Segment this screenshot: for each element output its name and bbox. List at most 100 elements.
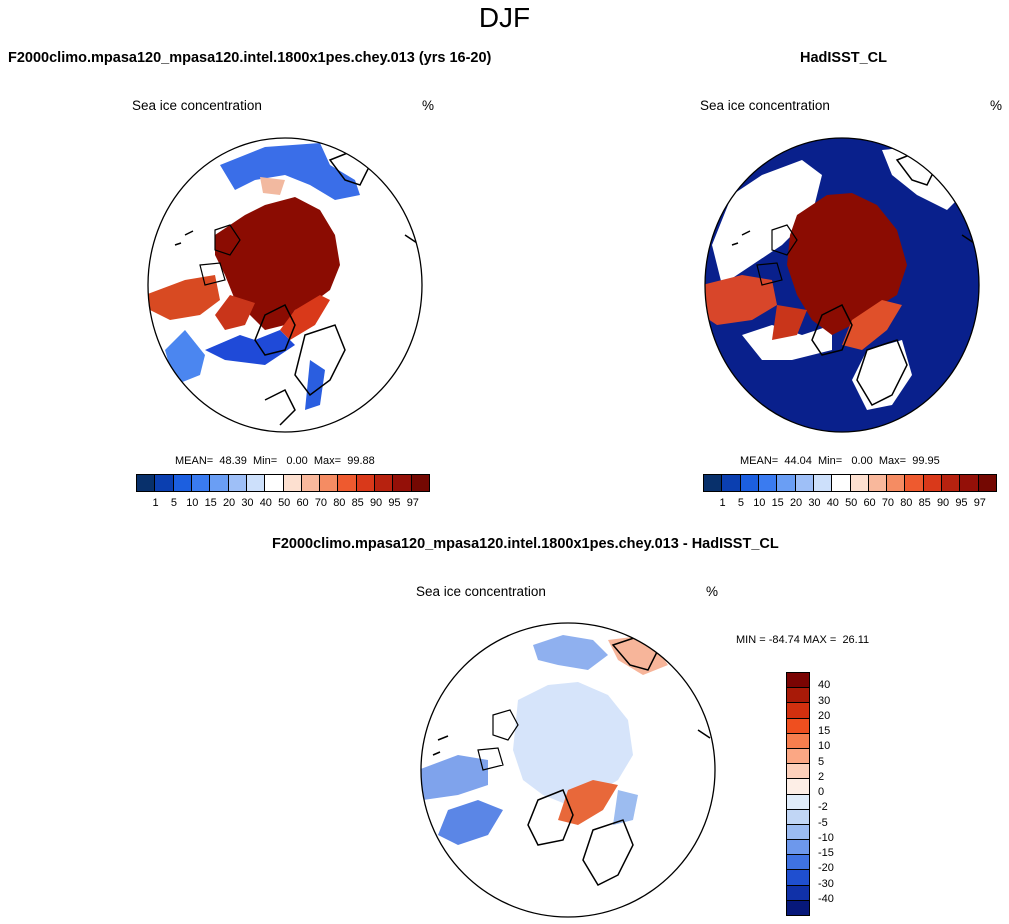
colorbar-swatch xyxy=(787,840,809,856)
coastline xyxy=(731,230,975,246)
sea-ice-margin xyxy=(772,305,807,340)
colorbar-swatch xyxy=(850,475,869,491)
colorbar-swatch xyxy=(795,475,814,491)
colorbar-swatch xyxy=(787,779,809,795)
colorbar-tick-label: 60 xyxy=(863,497,876,509)
colorbar-tick-label: 30 xyxy=(818,694,831,707)
colorbar-tick-label: -15 xyxy=(818,847,834,859)
colorbar-swatch xyxy=(375,475,394,491)
panel-obs-colorbar xyxy=(703,474,997,492)
sea-ice-margin xyxy=(842,300,902,350)
panel-diff-header: F2000climo.mpasa120_mpasa120.intel.1800x… xyxy=(272,536,779,552)
colorbar-swatch xyxy=(787,885,809,901)
colorbar-tick-label: 40 xyxy=(259,497,272,509)
colorbar-swatch xyxy=(905,475,924,491)
colorbar-swatch xyxy=(787,703,809,719)
colorbar-tick-label: 60 xyxy=(296,497,309,509)
colorbar-swatch xyxy=(787,794,809,810)
coastline xyxy=(582,819,634,886)
ice-edge-region xyxy=(205,330,295,365)
colorbar-tick-label: 15 xyxy=(204,497,217,509)
map-boundary xyxy=(420,622,716,918)
panel-model-variable: Sea ice concentration xyxy=(132,98,262,113)
colorbar-tick-label: 0 xyxy=(818,786,825,798)
colorbar-tick-label: 2 xyxy=(818,770,825,783)
colorbar-swatch xyxy=(887,475,906,491)
open-water-region xyxy=(852,340,912,410)
coastline xyxy=(811,303,853,356)
colorbar-tick-label: 10 xyxy=(753,497,766,509)
map-boundary xyxy=(147,137,423,433)
colorbar-swatch xyxy=(787,855,809,871)
colorbar-tick-label: 97 xyxy=(973,497,986,509)
colorbar-tick-label: 90 xyxy=(369,497,383,509)
open-water-region xyxy=(712,160,822,285)
colorbar-swatch xyxy=(777,475,796,491)
colorbar-swatch xyxy=(191,475,211,491)
colorbar-tick-label: 95 xyxy=(955,497,968,509)
colorbar-tick-label: 20 xyxy=(222,497,236,509)
coastline xyxy=(856,339,908,406)
panel-diff-units: % xyxy=(706,584,719,599)
coastline xyxy=(174,230,418,246)
panel-diff-colorbar xyxy=(786,672,810,916)
colorbar-swatch xyxy=(923,475,943,491)
panel-model-stats: MEAN= 48.39 Min= 0.00 Max= 99.88 xyxy=(175,455,375,467)
colorbar-swatch xyxy=(301,475,321,491)
colorbar-swatch xyxy=(787,809,809,825)
colorbar-swatch xyxy=(787,718,809,734)
colorbar-swatch xyxy=(320,475,339,491)
panel-model-header: F2000climo.mpasa120_mpasa120.intel.1800x… xyxy=(8,50,492,66)
sea-ice-margin xyxy=(148,275,220,320)
colorbar-swatch xyxy=(868,475,888,491)
ice-edge-region xyxy=(165,330,205,385)
colorbar-tick-label: 10 xyxy=(818,740,831,753)
panel-obs-units: % xyxy=(990,98,1003,113)
colorbar-swatch xyxy=(832,475,851,491)
coastline xyxy=(264,388,296,426)
panel-model-map xyxy=(147,137,423,433)
colorbar-tick-label: 40 xyxy=(826,497,839,509)
colorbar-tick-label: 80 xyxy=(900,497,913,509)
diff-region-negative xyxy=(513,682,633,805)
colorbar-tick-label: 1 xyxy=(152,497,159,509)
panel-diff-colorbar-ticks: 40 30 20 15 10 5 2 0 -2 -5 -10 -15 -20 -30 -40 xyxy=(816,672,856,916)
colorbar-swatch xyxy=(704,475,723,491)
sea-ice-margin xyxy=(280,295,330,340)
colorbar-swatch xyxy=(787,673,809,689)
colorbar-swatch xyxy=(210,475,229,491)
colorbar-swatch xyxy=(228,475,247,491)
sea-ice-margin xyxy=(215,295,255,330)
colorbar-swatch xyxy=(173,475,192,491)
coastline xyxy=(432,729,711,756)
ice-edge-region xyxy=(305,360,325,410)
colorbar-swatch xyxy=(942,475,961,491)
open-water-region xyxy=(882,145,962,210)
sea-ice-margin xyxy=(260,177,285,195)
panel-obs-stats: MEAN= 44.04 Min= 0.00 Max= 99.95 xyxy=(740,455,940,467)
colorbar-tick-label: 90 xyxy=(936,497,950,509)
panel-diff-map xyxy=(420,622,716,918)
sea-ice-core xyxy=(787,193,907,335)
colorbar-tick-label: 50 xyxy=(278,497,291,509)
panel-obs-map xyxy=(704,137,980,433)
colorbar-tick-label: -30 xyxy=(818,877,834,890)
panel-obs-colorbar-ticks: 1 5 10 15 20 30 40 50 60 70 80 85 90 95 97 xyxy=(713,497,989,509)
map-boundary xyxy=(704,137,980,433)
colorbar-tick-label: 97 xyxy=(406,497,419,509)
colorbar-swatch xyxy=(787,733,809,749)
colorbar-tick-label: 20 xyxy=(789,497,803,509)
coastline xyxy=(527,789,574,846)
colorbar-swatch xyxy=(787,900,809,915)
colorbar-tick-label: 30 xyxy=(808,497,821,509)
colorbar-swatch xyxy=(787,824,809,841)
colorbar-swatch xyxy=(411,475,429,491)
colorbar-swatch xyxy=(356,475,376,491)
panel-diff-stats: MIN = -84.74 MAX = 26.11 xyxy=(736,634,870,646)
diff-region-negative xyxy=(613,790,638,825)
colorbar-tick-label: 30 xyxy=(241,497,254,509)
colorbar-swatch xyxy=(813,475,833,491)
colorbar-tick-label: 5 xyxy=(170,497,177,509)
colorbar-tick-label: 20 xyxy=(818,709,831,722)
colorbar-tick-label: -10 xyxy=(818,831,834,844)
